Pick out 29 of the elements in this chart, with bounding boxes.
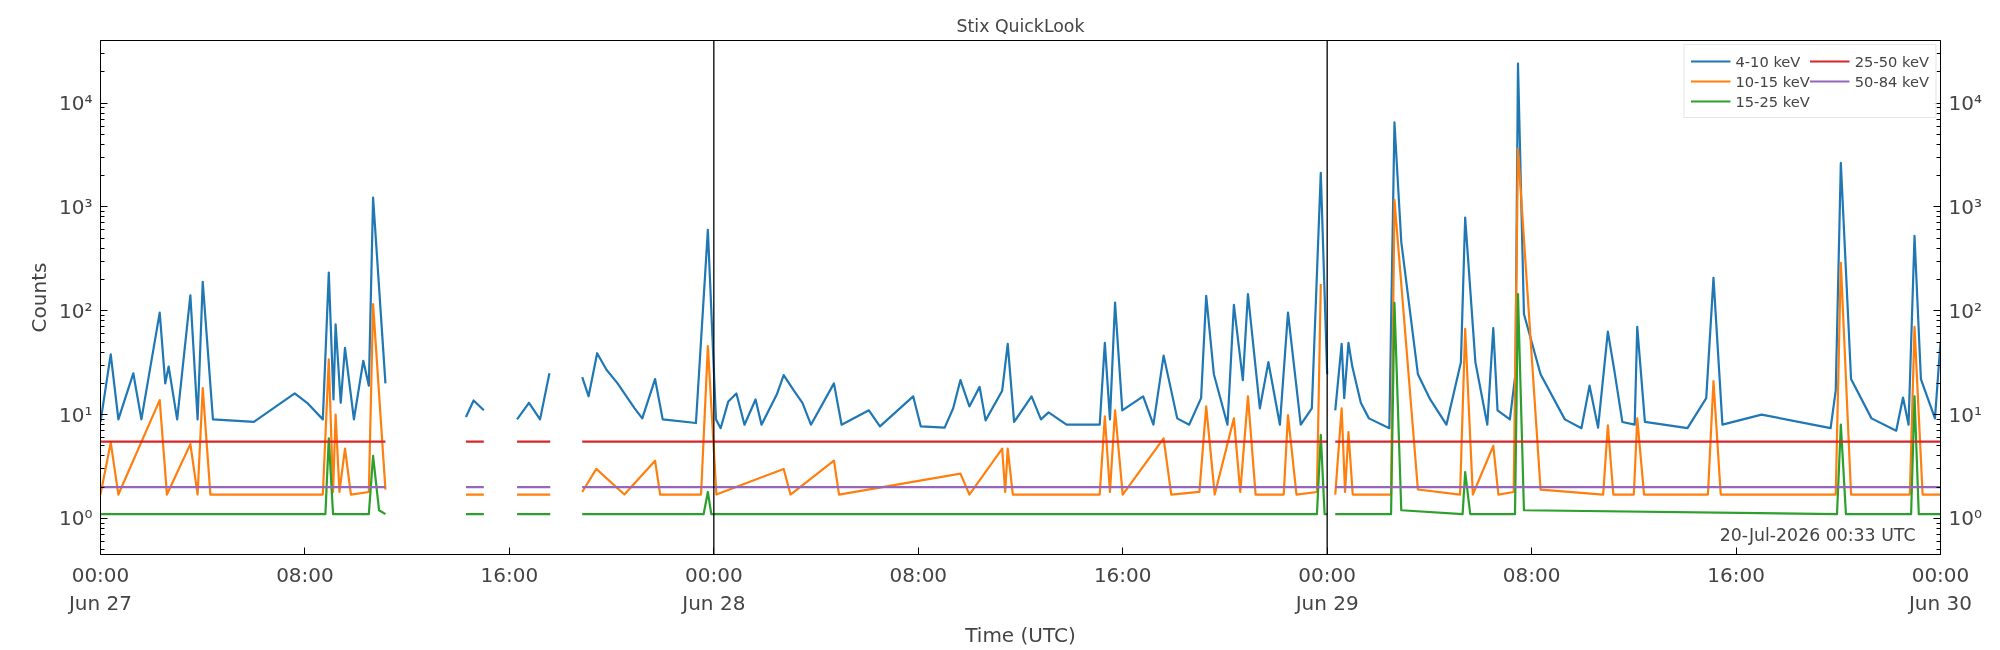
legend-label: 15-25 keV	[1735, 92, 1810, 110]
chart-title: Stix QuickLook	[956, 15, 1085, 36]
y-axis-title: Counts	[27, 262, 52, 333]
legend-label: 10-15 keV	[1735, 72, 1810, 90]
y-tick-label: 10⁴	[1948, 91, 1982, 116]
y-tick-label: 10³	[1948, 194, 1982, 219]
x-tick-label: 00:00 Jun 28	[680, 562, 746, 616]
text: 10¹	[59, 402, 93, 427]
y-tick-label: 10⁰	[1948, 506, 1982, 531]
text: 10³	[59, 194, 93, 219]
x-tick-label: 16:00	[480, 562, 539, 587]
legend-label: 4-10 keV	[1735, 52, 1801, 70]
x-tick-label: 00:00 Jun 27	[66, 562, 133, 616]
legend-label: 50-84 keV	[1854, 72, 1929, 90]
legend-label: 25-50 keV	[1854, 52, 1929, 70]
y-tick-label: 10¹	[1948, 402, 1982, 427]
x-tick-label: 16:00	[1707, 562, 1765, 587]
text: 10²	[59, 298, 93, 323]
x-axis-title: Time (UTC)	[964, 623, 1076, 648]
x-tick-label: 00:00 Jun 30	[1906, 562, 1973, 616]
x-tick-label: 16:00	[1093, 562, 1152, 587]
x-tick-label: 08:00	[889, 562, 948, 587]
annotation: 20-Jul-2026 00:33 UTC	[1719, 524, 1916, 545]
text: 10⁰	[59, 506, 93, 531]
x-tick-label: 08:00	[276, 562, 334, 587]
x-tick-label: 08:00	[1502, 562, 1561, 587]
x-tick-label: 00:00 Jun 29	[1293, 562, 1359, 616]
y-tick-label: 10²	[1948, 298, 1982, 323]
text: 10⁴	[59, 91, 93, 116]
